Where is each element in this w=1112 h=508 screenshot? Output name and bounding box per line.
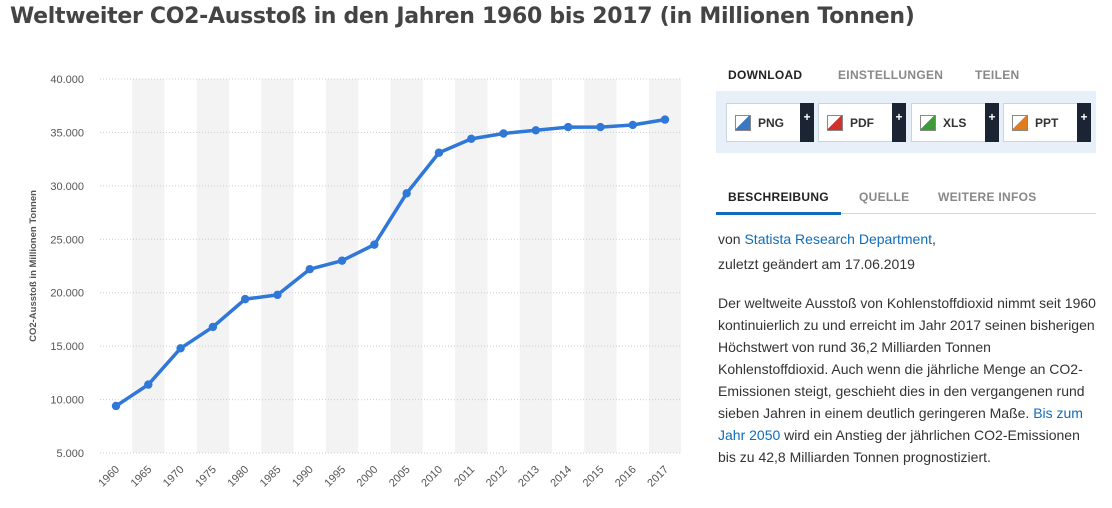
x-tick-label: 2016 — [613, 464, 639, 490]
x-tick-label: 2011 — [452, 464, 477, 489]
chart-band — [132, 79, 165, 453]
tab-teilen[interactable]: TEILEN — [975, 68, 1020, 82]
chart-band — [325, 79, 359, 453]
y-axis-ticks: 5.000 10.000 15.000 20.000 25.000 30.000 35.00… — [50, 74, 84, 460]
data-point — [596, 122, 605, 132]
x-tick-label: 1985 — [258, 464, 284, 490]
source-prefix: von — [718, 231, 745, 247]
plus-icon: + — [800, 103, 814, 142]
data-point — [660, 115, 670, 124]
x-tick-label: 1965 — [129, 464, 155, 490]
info-tabbar: BESCHREIBUNG QUELLE WEITERE INFOS — [716, 189, 1096, 215]
x-tick-label: 2017 — [645, 464, 671, 490]
co2-line-chart: 5.000 10.000 15.000 20.000 25.000 30.000 35.00… — [28, 74, 682, 490]
x-tick-label: 1970 — [161, 464, 187, 490]
chart-band — [261, 79, 294, 453]
ppt-file-icon — [1012, 115, 1028, 131]
x-tick-label: 2012 — [484, 464, 510, 490]
x-tick-label: 2013 — [516, 464, 542, 490]
tab-einstellungen[interactable]: EINSTELLUNGEN — [838, 68, 944, 82]
source-suffix: , — [932, 231, 936, 247]
data-point — [370, 240, 379, 249]
y-tick-label: 10.000 — [50, 395, 84, 407]
y-tick-label: 15.000 — [50, 341, 84, 353]
y-tick-label: 5.000 — [56, 448, 84, 460]
data-point — [240, 294, 250, 304]
data-points — [111, 115, 670, 411]
download-pdf-button[interactable]: PDF + — [818, 103, 906, 142]
tab-weitere-infos[interactable]: WEITERE INFOS — [938, 190, 1037, 204]
chart-band — [584, 79, 617, 453]
chart-bands — [132, 79, 682, 453]
data-point — [176, 344, 185, 353]
download-pdf-label: PDF — [850, 116, 874, 130]
y-tick-label: 20.000 — [50, 288, 84, 300]
x-tick-label: 1980 — [225, 464, 251, 490]
source-line: von Statista Research Department, — [718, 228, 936, 250]
chart-band — [519, 79, 552, 453]
y-tick-label: 30.000 — [50, 181, 84, 193]
data-point — [305, 265, 314, 274]
data-point — [337, 256, 347, 265]
download-ppt-label: PPT — [1035, 116, 1059, 130]
download-panel: PNG + PDF + XLS + PPT + — [716, 91, 1096, 153]
x-axis-ticks: 1960 1965 1970 1975 1980 1985 1990 1995 2000 2005… — [96, 464, 671, 490]
co2-series-line — [114, 117, 667, 408]
data-point — [144, 380, 153, 389]
changed-date: zuletzt geändert am 17.06.2019 — [718, 256, 915, 272]
x-tick-label: 1960 — [96, 464, 122, 490]
x-tick-label: 1975 — [193, 464, 219, 490]
chart-band — [648, 79, 682, 453]
data-point — [531, 126, 541, 135]
x-tick-label: 2000 — [355, 464, 381, 490]
y-axis-label: CO2-Ausstoß in Millionen Tonnen — [28, 190, 39, 342]
chart-band — [196, 79, 230, 453]
data-point — [467, 134, 476, 144]
data-point — [563, 122, 573, 132]
download-ppt-button[interactable]: PPT + — [1003, 103, 1091, 142]
download-xls-label: XLS — [943, 116, 967, 130]
tab-beschreibung[interactable]: BESCHREIBUNG — [716, 189, 841, 215]
data-point — [499, 129, 508, 138]
x-tick-label: 1995 — [322, 464, 348, 490]
page-title: Weltweiter CO2-Ausstoß in den Jahren 196… — [10, 4, 915, 29]
data-point — [434, 148, 444, 157]
x-tick-label: 2014 — [548, 464, 574, 490]
download-png-button[interactable]: PNG + — [726, 103, 814, 142]
pdf-file-icon — [827, 115, 843, 131]
plus-icon: + — [892, 103, 906, 142]
description-part-1: Der weltweite Ausstoß von Kohlenstoffdio… — [718, 295, 1096, 421]
author-link[interactable]: Statista Research Department — [744, 231, 932, 247]
download-png-label: PNG — [758, 116, 785, 130]
xls-file-icon — [920, 115, 936, 131]
data-point — [402, 189, 411, 198]
download-xls-button[interactable]: XLS + — [911, 103, 999, 142]
x-tick-label: 2015 — [581, 464, 607, 490]
data-point — [628, 120, 637, 130]
data-point — [208, 322, 218, 332]
y-tick-label: 25.000 — [50, 234, 84, 246]
chart-gridlines — [100, 78, 681, 454]
data-point — [273, 290, 282, 300]
description-text: Der weltweite Ausstoß von Kohlenstoffdio… — [718, 292, 1096, 468]
chart-band — [390, 79, 423, 453]
y-tick-label: 35.000 — [50, 127, 84, 139]
plus-icon: + — [1077, 103, 1091, 142]
png-file-icon — [735, 115, 751, 131]
x-tick-label: 2010 — [419, 464, 445, 490]
data-point — [111, 401, 121, 411]
forecast-link[interactable]: Bis zum Jahr 2050 — [718, 405, 1083, 443]
description-part-2: wird ein Anstieg der jährlichen CO2-Emis… — [718, 427, 1080, 465]
plus-icon: + — [985, 103, 999, 142]
x-tick-label: 2005 — [387, 464, 413, 490]
y-tick-label: 40.000 — [50, 74, 84, 86]
x-tick-label: 1990 — [290, 464, 316, 490]
tab-quelle[interactable]: QUELLE — [859, 190, 910, 204]
